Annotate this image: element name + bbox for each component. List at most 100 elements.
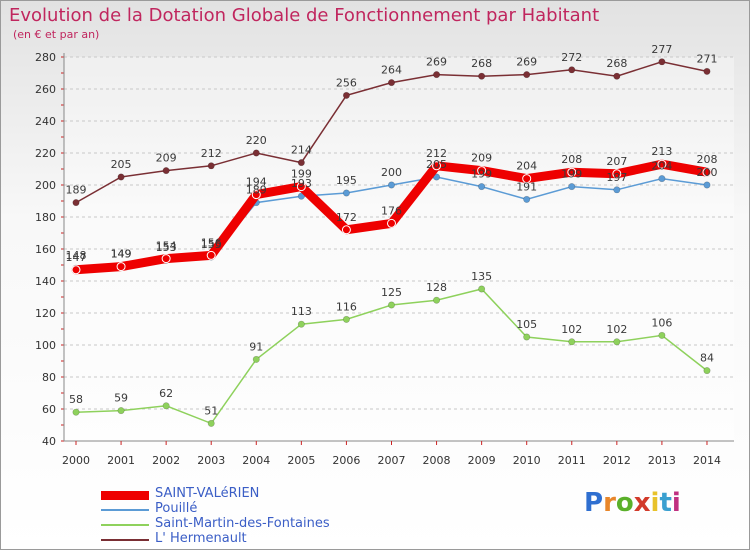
- legend-label: L' Hermenault: [155, 531, 247, 546]
- logo-letter: i: [671, 488, 681, 518]
- data-label-saint-martin-des-fontaines: 84: [700, 352, 714, 365]
- x-tick-label: 2001: [107, 454, 135, 467]
- data-label-saint-val-rien: 156: [201, 236, 222, 249]
- data-label-pouill-: 200: [381, 166, 402, 179]
- data-point-l-hermenault: [117, 173, 125, 181]
- x-tick-label: 2004: [242, 454, 270, 467]
- data-label-saint-martin-des-fontaines: 106: [651, 316, 672, 329]
- data-label-pouill-: 191: [516, 180, 537, 193]
- data-label-saint-martin-des-fontaines: 116: [336, 300, 357, 313]
- x-tick-label: 2013: [648, 454, 676, 467]
- x-tick-label: 2002: [152, 454, 180, 467]
- data-label-saint-martin-des-fontaines: 113: [291, 305, 312, 318]
- data-point-saint-val-rien: [71, 265, 81, 275]
- y-tick-label: 200: [35, 179, 56, 192]
- y-tick-label: 100: [35, 339, 56, 352]
- data-point-pouill-: [703, 181, 711, 189]
- data-label-saint-martin-des-fontaines: 102: [606, 323, 627, 336]
- data-point-pouill-: [297, 192, 305, 200]
- data-label-saint-val-rien: 207: [606, 155, 627, 168]
- legend-swatch-saint-valerien: [101, 491, 149, 500]
- data-label-l-hermenault: 205: [111, 158, 132, 171]
- data-label-saint-val-rien: 199: [291, 168, 312, 181]
- data-label-l-hermenault: 269: [516, 56, 537, 69]
- x-tick-label: 2006: [332, 454, 360, 467]
- data-point-l-hermenault: [478, 72, 486, 80]
- legend-swatch-saint-martin: [101, 524, 149, 526]
- y-tick-label: 80: [42, 371, 56, 384]
- data-label-l-hermenault: 220: [246, 134, 267, 147]
- data-label-saint-martin-des-fontaines: 102: [561, 323, 582, 336]
- data-label-pouill-: 149: [111, 248, 132, 261]
- y-tick-label: 260: [35, 83, 56, 96]
- data-label-saint-val-rien: 154: [156, 240, 177, 253]
- data-point-l-hermenault: [342, 91, 350, 99]
- data-point-saint-val-rien: [612, 169, 622, 179]
- data-point-l-hermenault: [433, 71, 441, 79]
- legend-swatch-pouille: [101, 509, 149, 511]
- y-tick-label: 280: [35, 51, 56, 64]
- data-label-l-hermenault: 214: [291, 144, 312, 157]
- y-tick-label: 240: [35, 115, 56, 128]
- data-label-saint-val-rien: 209: [471, 152, 492, 165]
- chart-title: Evolution de la Dotation Globale de Fonc…: [9, 5, 600, 26]
- data-point-saint-martin-des-fontaines: [72, 408, 80, 416]
- proxiti-logo: Proxiti: [584, 488, 681, 518]
- data-point-l-hermenault: [658, 58, 666, 66]
- data-label-pouill-: 204: [651, 160, 672, 173]
- data-label-l-hermenault: 256: [336, 76, 357, 89]
- data-point-l-hermenault: [72, 199, 80, 207]
- logo-letter: t: [659, 488, 672, 518]
- data-point-saint-val-rien: [702, 167, 712, 177]
- data-label-saint-martin-des-fontaines: 125: [381, 286, 402, 299]
- data-point-saint-val-rien: [206, 250, 216, 260]
- data-point-saint-val-rien: [341, 225, 351, 235]
- data-point-saint-val-rien: [251, 190, 261, 200]
- data-point-saint-martin-des-fontaines: [297, 320, 305, 328]
- data-label-saint-martin-des-fontaines: 51: [204, 404, 218, 417]
- data-label-saint-martin-des-fontaines: 58: [69, 393, 83, 406]
- data-label-saint-martin-des-fontaines: 62: [159, 387, 173, 400]
- x-tick-label: 2014: [693, 454, 721, 467]
- data-label-pouill-: 193: [291, 177, 312, 190]
- data-point-pouill-: [568, 183, 576, 191]
- data-point-saint-val-rien: [477, 166, 487, 176]
- data-label-pouill-: 197: [606, 171, 627, 184]
- data-point-saint-martin-des-fontaines: [117, 407, 125, 415]
- data-label-saint-martin-des-fontaines: 128: [426, 281, 447, 294]
- x-tick-label: 2003: [197, 454, 225, 467]
- data-label-pouill-: 205: [426, 158, 447, 171]
- data-label-saint-martin-des-fontaines: 59: [114, 392, 128, 405]
- data-label-pouill-: 199: [471, 168, 492, 181]
- data-label-saint-val-rien: 147: [66, 251, 87, 264]
- data-label-l-hermenault: 277: [651, 43, 672, 56]
- data-label-l-hermenault: 264: [381, 64, 402, 77]
- y-tick-label: 220: [35, 147, 56, 160]
- data-point-saint-martin-des-fontaines: [658, 331, 666, 339]
- data-point-pouill-: [478, 183, 486, 191]
- x-tick-label: 2010: [513, 454, 541, 467]
- data-point-l-hermenault: [162, 167, 170, 175]
- logo-letter: o: [615, 488, 634, 518]
- data-point-l-hermenault: [252, 149, 260, 157]
- data-label-saint-val-rien: 208: [696, 153, 717, 166]
- data-point-l-hermenault: [613, 72, 621, 80]
- data-label-pouill-: 155: [201, 238, 222, 251]
- data-label-l-hermenault: 212: [201, 147, 222, 160]
- x-tick-label: 2007: [377, 454, 405, 467]
- legend-label: Pouillé: [155, 501, 198, 516]
- data-point-saint-martin-des-fontaines: [613, 338, 621, 346]
- data-label-pouill-: 153: [156, 241, 177, 254]
- data-label-pouill-: 200: [696, 166, 717, 179]
- data-label-saint-martin-des-fontaines: 105: [516, 318, 537, 331]
- x-tick-label: 2000: [62, 454, 90, 467]
- data-point-saint-val-rien: [522, 174, 532, 184]
- data-label-saint-val-rien: 204: [516, 160, 537, 173]
- data-point-saint-martin-des-fontaines: [207, 419, 215, 427]
- data-label-saint-val-rien: 149: [111, 248, 132, 261]
- data-label-pouill-: 148: [66, 249, 87, 262]
- y-tick-label: 140: [35, 275, 56, 288]
- data-point-pouill-: [658, 175, 666, 183]
